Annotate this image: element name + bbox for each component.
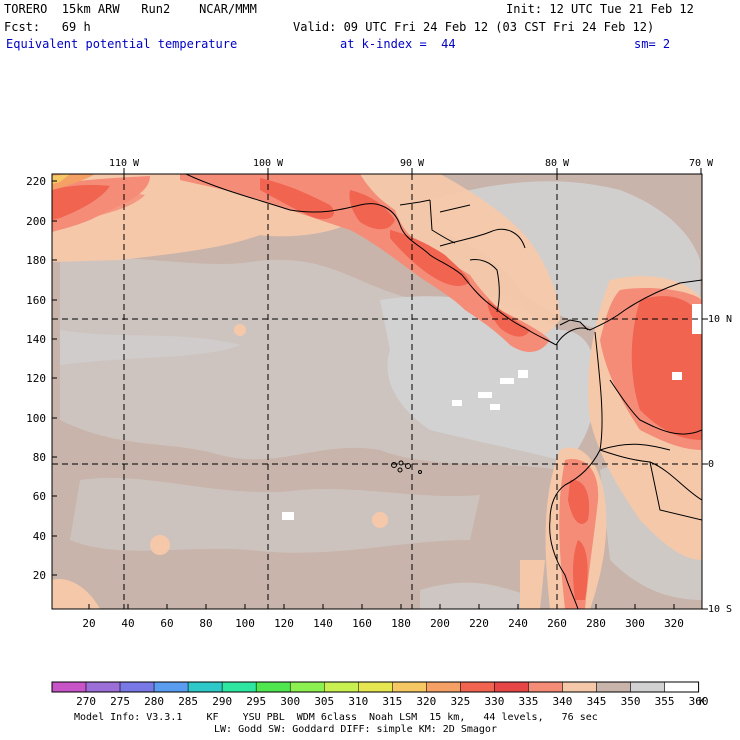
axis-ticks xyxy=(52,168,708,610)
x-tick-label: 180 xyxy=(391,617,411,630)
y-tick-label: 80 xyxy=(33,451,46,464)
colorbar-label: 335 xyxy=(519,695,539,708)
x-tick-label: 20 xyxy=(82,617,95,630)
x-tick-label: 80 xyxy=(199,617,212,630)
colorbar-label: 275 xyxy=(110,695,130,708)
colorbar-unit: K xyxy=(699,695,706,708)
lat-label: 10 N xyxy=(708,314,732,325)
x-tick-labels: 20 40 60 80 100 120 140 160 180 200 220 … xyxy=(82,617,684,630)
colorbar-swatch xyxy=(596,681,631,693)
field-name: Equivalent potential temperature xyxy=(6,37,238,51)
y-tick-label: 180 xyxy=(26,254,46,267)
colorbar-label: 310 xyxy=(348,695,368,708)
colorbar-swatches xyxy=(51,681,700,693)
colorbar-label: 345 xyxy=(587,695,607,708)
y-tick-label: 60 xyxy=(33,490,46,503)
colorbar-swatch xyxy=(51,681,87,693)
colorbar-swatch xyxy=(494,681,529,693)
y-tick-label: 140 xyxy=(26,333,46,346)
colorbar-label: 270 xyxy=(76,695,96,708)
y-tick-label: 40 xyxy=(33,530,46,543)
forecast-hour: Fcst: 69 h xyxy=(4,20,91,34)
colorbar-labels: 270 275 280 285 290 295 300 305 310 315 320 325 330 3… xyxy=(76,695,708,708)
colorbar-label: 305 xyxy=(314,695,334,708)
colorbar-swatch xyxy=(664,681,699,693)
model-info: Model Info: V3.3.1 KF YSU PBL WDM 6class… xyxy=(74,712,598,723)
colorbar-label: 295 xyxy=(246,695,266,708)
colorbar-swatch xyxy=(630,681,665,693)
x-tick-label: 220 xyxy=(469,617,489,630)
colorbar-swatch xyxy=(358,681,393,693)
x-tick-label: 320 xyxy=(664,617,684,630)
colorbar-label: 300 xyxy=(280,695,300,708)
colorbar-label: 290 xyxy=(212,695,232,708)
x-tick-label: 40 xyxy=(121,617,134,630)
colorbar-swatch xyxy=(528,681,563,693)
colorbar-swatch xyxy=(119,681,155,693)
x-tick-label: 140 xyxy=(313,617,333,630)
red-regions xyxy=(52,178,702,600)
colorbar-label: 315 xyxy=(382,695,402,708)
y-tick-label: 20 xyxy=(33,569,46,582)
lon-label: 110 W xyxy=(109,158,140,169)
x-tick-label: 260 xyxy=(547,617,567,630)
x-tick-label: 300 xyxy=(625,617,645,630)
colorbar-label: 285 xyxy=(178,695,198,708)
x-tick-label: 240 xyxy=(508,617,528,630)
colorbar-label: 340 xyxy=(553,695,573,708)
y-tick-label: 100 xyxy=(26,412,46,425)
colorbar-swatch xyxy=(289,681,325,693)
colorbar-label: 360 xyxy=(689,695,709,708)
colorbar-label: 350 xyxy=(621,695,641,708)
x-tick-label: 280 xyxy=(586,617,606,630)
colorbar-label: 325 xyxy=(450,695,470,708)
colorbar-swatch xyxy=(85,681,121,693)
colorbar-label: 320 xyxy=(416,695,436,708)
x-tick-label: 60 xyxy=(160,617,173,630)
colorbar-label: 355 xyxy=(655,695,675,708)
lon-label: 90 W xyxy=(400,158,425,169)
y-tick-label: 200 xyxy=(26,215,46,228)
lon-label: 100 W xyxy=(253,158,284,169)
x-tick-label: 160 xyxy=(352,617,372,630)
colorbar-frame xyxy=(51,681,700,693)
colorbar-swatch xyxy=(153,681,189,693)
model-title: TORERO 15km ARW Run2 NCAR/MMM xyxy=(4,2,257,16)
x-tick-label: 200 xyxy=(430,617,450,630)
x-tick-label: 120 xyxy=(274,617,294,630)
colorbar-swatch xyxy=(460,681,495,693)
y-tick-labels: 220 200 180 160 140 120 100 80 60 40 20 xyxy=(26,175,46,582)
lon-label: 70 W xyxy=(689,158,714,169)
colorbar-swatch xyxy=(426,681,461,693)
colorbar-swatch xyxy=(255,681,291,693)
lon-labels: 110 W 100 W 90 W 80 W 70 W xyxy=(109,158,714,169)
lat-labels: 10 N 0 10 S xyxy=(708,314,732,615)
y-tick-label: 220 xyxy=(26,175,46,188)
valid-time: Valid: 09 UTC Fri 24 Feb 12 (03 CST Fri … xyxy=(293,20,655,34)
map-field xyxy=(52,174,702,609)
lon-label: 80 W xyxy=(545,158,570,169)
colorbar-swatch xyxy=(187,681,223,693)
lat-label: 0 xyxy=(708,459,714,470)
colorbar-label: 330 xyxy=(484,695,504,708)
coastlines xyxy=(185,174,702,609)
colorbar-swatch xyxy=(392,681,427,693)
lat-label: 10 S xyxy=(708,604,732,615)
y-tick-label: 160 xyxy=(26,294,46,307)
x-tick-label: 100 xyxy=(235,617,255,630)
colorbar-swatch xyxy=(324,681,359,693)
colorbar-label: 280 xyxy=(144,695,164,708)
physics-info: LW: Godd SW: Goddard DIFF: simple KM: 2D… xyxy=(214,724,497,735)
colorbar-swatch xyxy=(221,681,257,693)
colorbar-swatch xyxy=(562,681,597,693)
init-time: Init: 12 UTC Tue 21 Feb 12 xyxy=(506,2,694,16)
smoothing: sm= 2 xyxy=(634,37,671,51)
level-index: at k-index = 44 xyxy=(340,37,456,51)
y-tick-label: 120 xyxy=(26,372,46,385)
map-frame xyxy=(51,173,703,610)
lat-lon-grid xyxy=(52,174,702,609)
